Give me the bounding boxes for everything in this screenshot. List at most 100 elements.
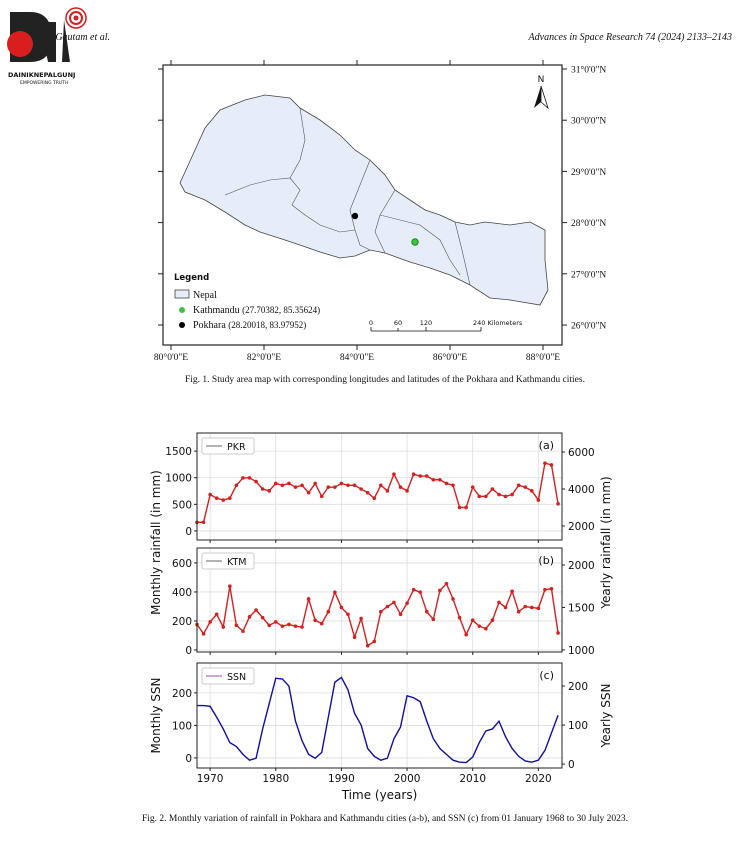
legend-label: SSN bbox=[227, 672, 246, 683]
series-point bbox=[418, 590, 423, 594]
y-axis-label: Monthly rainfall (in mm) bbox=[149, 470, 163, 615]
series-point bbox=[484, 626, 488, 631]
y-tick-label: 1000 bbox=[165, 473, 192, 485]
panel: 1970 1980 1990 2000 2010 202001002000100200SS… bbox=[149, 662, 613, 802]
series-point bbox=[411, 472, 416, 477]
series-point bbox=[385, 604, 390, 609]
series-point bbox=[379, 483, 383, 488]
series-point bbox=[208, 620, 212, 624]
series-point bbox=[536, 498, 541, 502]
pokhara-point bbox=[351, 212, 359, 220]
y-tick-label: 0 bbox=[185, 526, 192, 538]
journal: Advances in Space Research 74 (2024) 213… bbox=[528, 32, 732, 43]
series-point bbox=[516, 609, 521, 614]
y-tick-label: 100 bbox=[172, 720, 192, 732]
y2-tick-label: 100 bbox=[568, 720, 588, 732]
series-point bbox=[241, 476, 245, 480]
series-point bbox=[346, 612, 350, 617]
series-point bbox=[470, 618, 475, 623]
series-point bbox=[352, 635, 357, 640]
y-tick-label: 200 bbox=[172, 616, 192, 628]
series-point bbox=[365, 490, 370, 495]
series-point bbox=[438, 588, 442, 593]
y-tick-label: 200 bbox=[172, 688, 192, 700]
series-point bbox=[280, 624, 285, 628]
nepal-outline bbox=[179, 94, 549, 306]
series-point bbox=[523, 604, 528, 609]
series-point bbox=[267, 623, 272, 628]
legend-label: PKR bbox=[227, 442, 246, 453]
scale-label: 0 bbox=[369, 319, 373, 327]
series-point bbox=[247, 615, 252, 619]
series-point bbox=[444, 581, 449, 586]
legend-title: Legend bbox=[174, 273, 209, 283]
series-point bbox=[451, 597, 455, 601]
legend-kathmandu: Kathmandu (27.70382, 85.35624) bbox=[193, 305, 320, 316]
x-tick-label: 2010 bbox=[459, 773, 486, 785]
legend-pokhara: Pokhara (28.20018, 83.97952) bbox=[193, 320, 306, 331]
plot-area bbox=[197, 548, 562, 652]
series-point bbox=[398, 485, 403, 489]
series-point bbox=[470, 485, 475, 489]
y2-tick-label: 6000 bbox=[568, 447, 595, 459]
series-point bbox=[313, 481, 317, 486]
series-point bbox=[234, 483, 239, 488]
x-axis-label: Time (years) bbox=[341, 788, 418, 802]
logo: DAINIKNEPALGUNJ EMPOWERING TRUTH bbox=[7, 7, 87, 86]
series-point bbox=[228, 496, 232, 501]
series-point bbox=[405, 489, 409, 493]
y2-tick-label: 1500 bbox=[568, 602, 595, 614]
series-point bbox=[477, 624, 482, 628]
series-point bbox=[530, 489, 534, 493]
series-point bbox=[379, 609, 383, 614]
plot-frame bbox=[196, 432, 563, 541]
series-point bbox=[254, 608, 258, 612]
scale-label: 60 bbox=[394, 319, 402, 327]
legend-nepal: Nepal bbox=[193, 290, 217, 301]
figure2-caption: Fig. 2. Monthly variation of rainfall in… bbox=[142, 813, 628, 824]
authors: S.P. Gautam et al. bbox=[38, 32, 110, 43]
series-point bbox=[214, 612, 219, 617]
series-point bbox=[549, 463, 554, 467]
legend-box bbox=[201, 437, 255, 455]
series-point bbox=[444, 481, 449, 486]
series-point bbox=[497, 492, 501, 497]
series-point bbox=[490, 487, 495, 491]
series-point bbox=[411, 587, 416, 592]
series-point bbox=[365, 643, 370, 648]
y2-tick-label: 200 bbox=[568, 681, 588, 693]
series-point bbox=[208, 492, 212, 497]
scale-bar bbox=[370, 327, 482, 332]
series-point bbox=[359, 487, 363, 491]
series-point bbox=[352, 483, 357, 488]
plot-frame bbox=[196, 662, 563, 769]
y-tick-label: 1500 bbox=[165, 446, 192, 458]
series-point bbox=[333, 590, 337, 594]
x-tick-label: 1990 bbox=[328, 773, 355, 785]
series-point bbox=[556, 631, 560, 635]
series-point bbox=[339, 605, 344, 610]
lat-label: 29°0'0"N bbox=[571, 167, 606, 178]
series-point bbox=[536, 606, 541, 611]
panel-label: (a) bbox=[539, 439, 554, 452]
lat-label: 30°0'0"N bbox=[571, 116, 606, 127]
legend-box bbox=[201, 552, 255, 570]
y2-tick-label: 1000 bbox=[568, 645, 595, 657]
legend-pokhara-name: Pokhara bbox=[193, 320, 226, 331]
plot-frame bbox=[196, 547, 563, 653]
legend-kathmandu-name: Kathmandu bbox=[193, 305, 240, 316]
series-point bbox=[346, 483, 350, 488]
lon-label: 82°0'0"E bbox=[247, 352, 281, 363]
series-point bbox=[313, 618, 317, 623]
series-point bbox=[300, 625, 304, 629]
series-point bbox=[228, 584, 232, 589]
series-point bbox=[300, 483, 304, 488]
lat-label: 31°0'0"N bbox=[571, 65, 606, 76]
series-point bbox=[503, 494, 508, 499]
figure1-caption: Fig. 1. Study area map with correspondin… bbox=[185, 374, 585, 385]
series-point bbox=[372, 639, 377, 644]
logo-tagline: EMPOWERING TRUTH bbox=[20, 80, 68, 86]
series-point bbox=[260, 487, 265, 491]
series-point bbox=[438, 477, 442, 482]
series-point bbox=[530, 605, 534, 610]
